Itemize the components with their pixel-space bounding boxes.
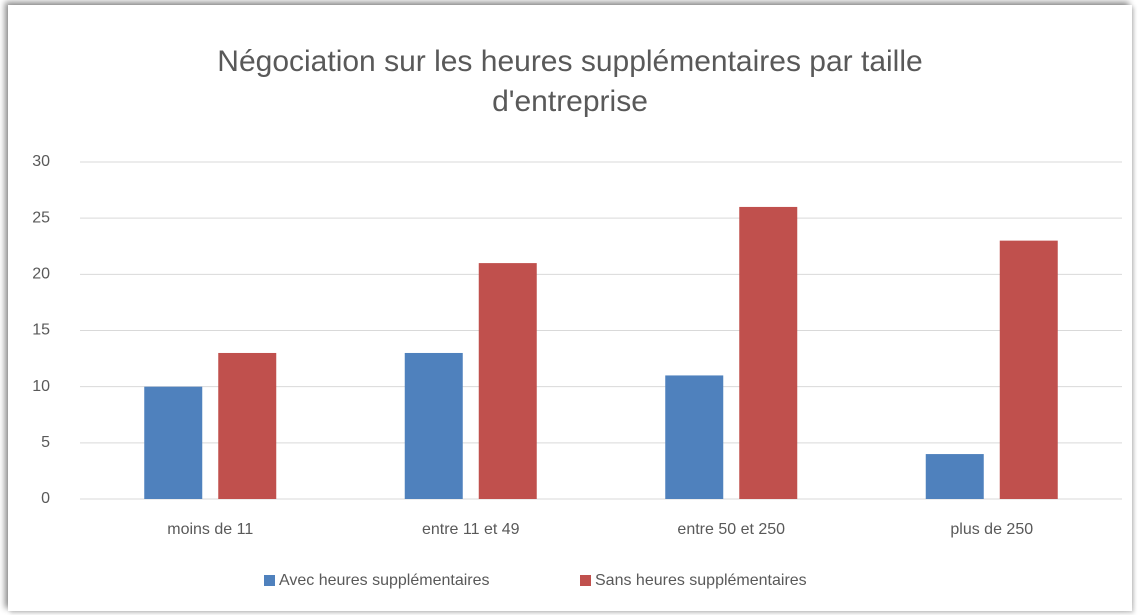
x-tick-label: plus de 250 — [950, 521, 1033, 538]
x-tick-label: moins de 11 — [167, 521, 253, 538]
y-tick-label: 5 — [41, 434, 50, 451]
y-tick-label: 25 — [32, 209, 50, 226]
bar — [925, 454, 984, 499]
legend-label: Avec heures supplémentaires — [279, 572, 490, 589]
legend-label: Sans heures supplémentaires — [595, 572, 807, 589]
chart-title: Négociation sur les heures supplémentair… — [217, 45, 923, 118]
bar — [144, 386, 203, 499]
y-tick-label: 0 — [41, 490, 50, 507]
bar — [999, 240, 1058, 499]
chart-frame — [8, 5, 1132, 611]
bar — [218, 352, 277, 499]
y-tick-label: 20 — [32, 266, 50, 283]
bar — [404, 352, 463, 499]
y-tick-label: 30 — [32, 153, 50, 170]
y-tick-label: 15 — [32, 322, 50, 339]
legend-swatch — [264, 575, 275, 586]
x-tick-label: entre 50 et 250 — [677, 521, 785, 538]
bar — [739, 206, 798, 499]
bar — [665, 375, 724, 499]
legend-swatch — [580, 575, 591, 586]
x-tick-label: entre 11 et 49 — [422, 521, 520, 538]
y-tick-label: 10 — [32, 378, 50, 395]
bar — [478, 263, 537, 499]
